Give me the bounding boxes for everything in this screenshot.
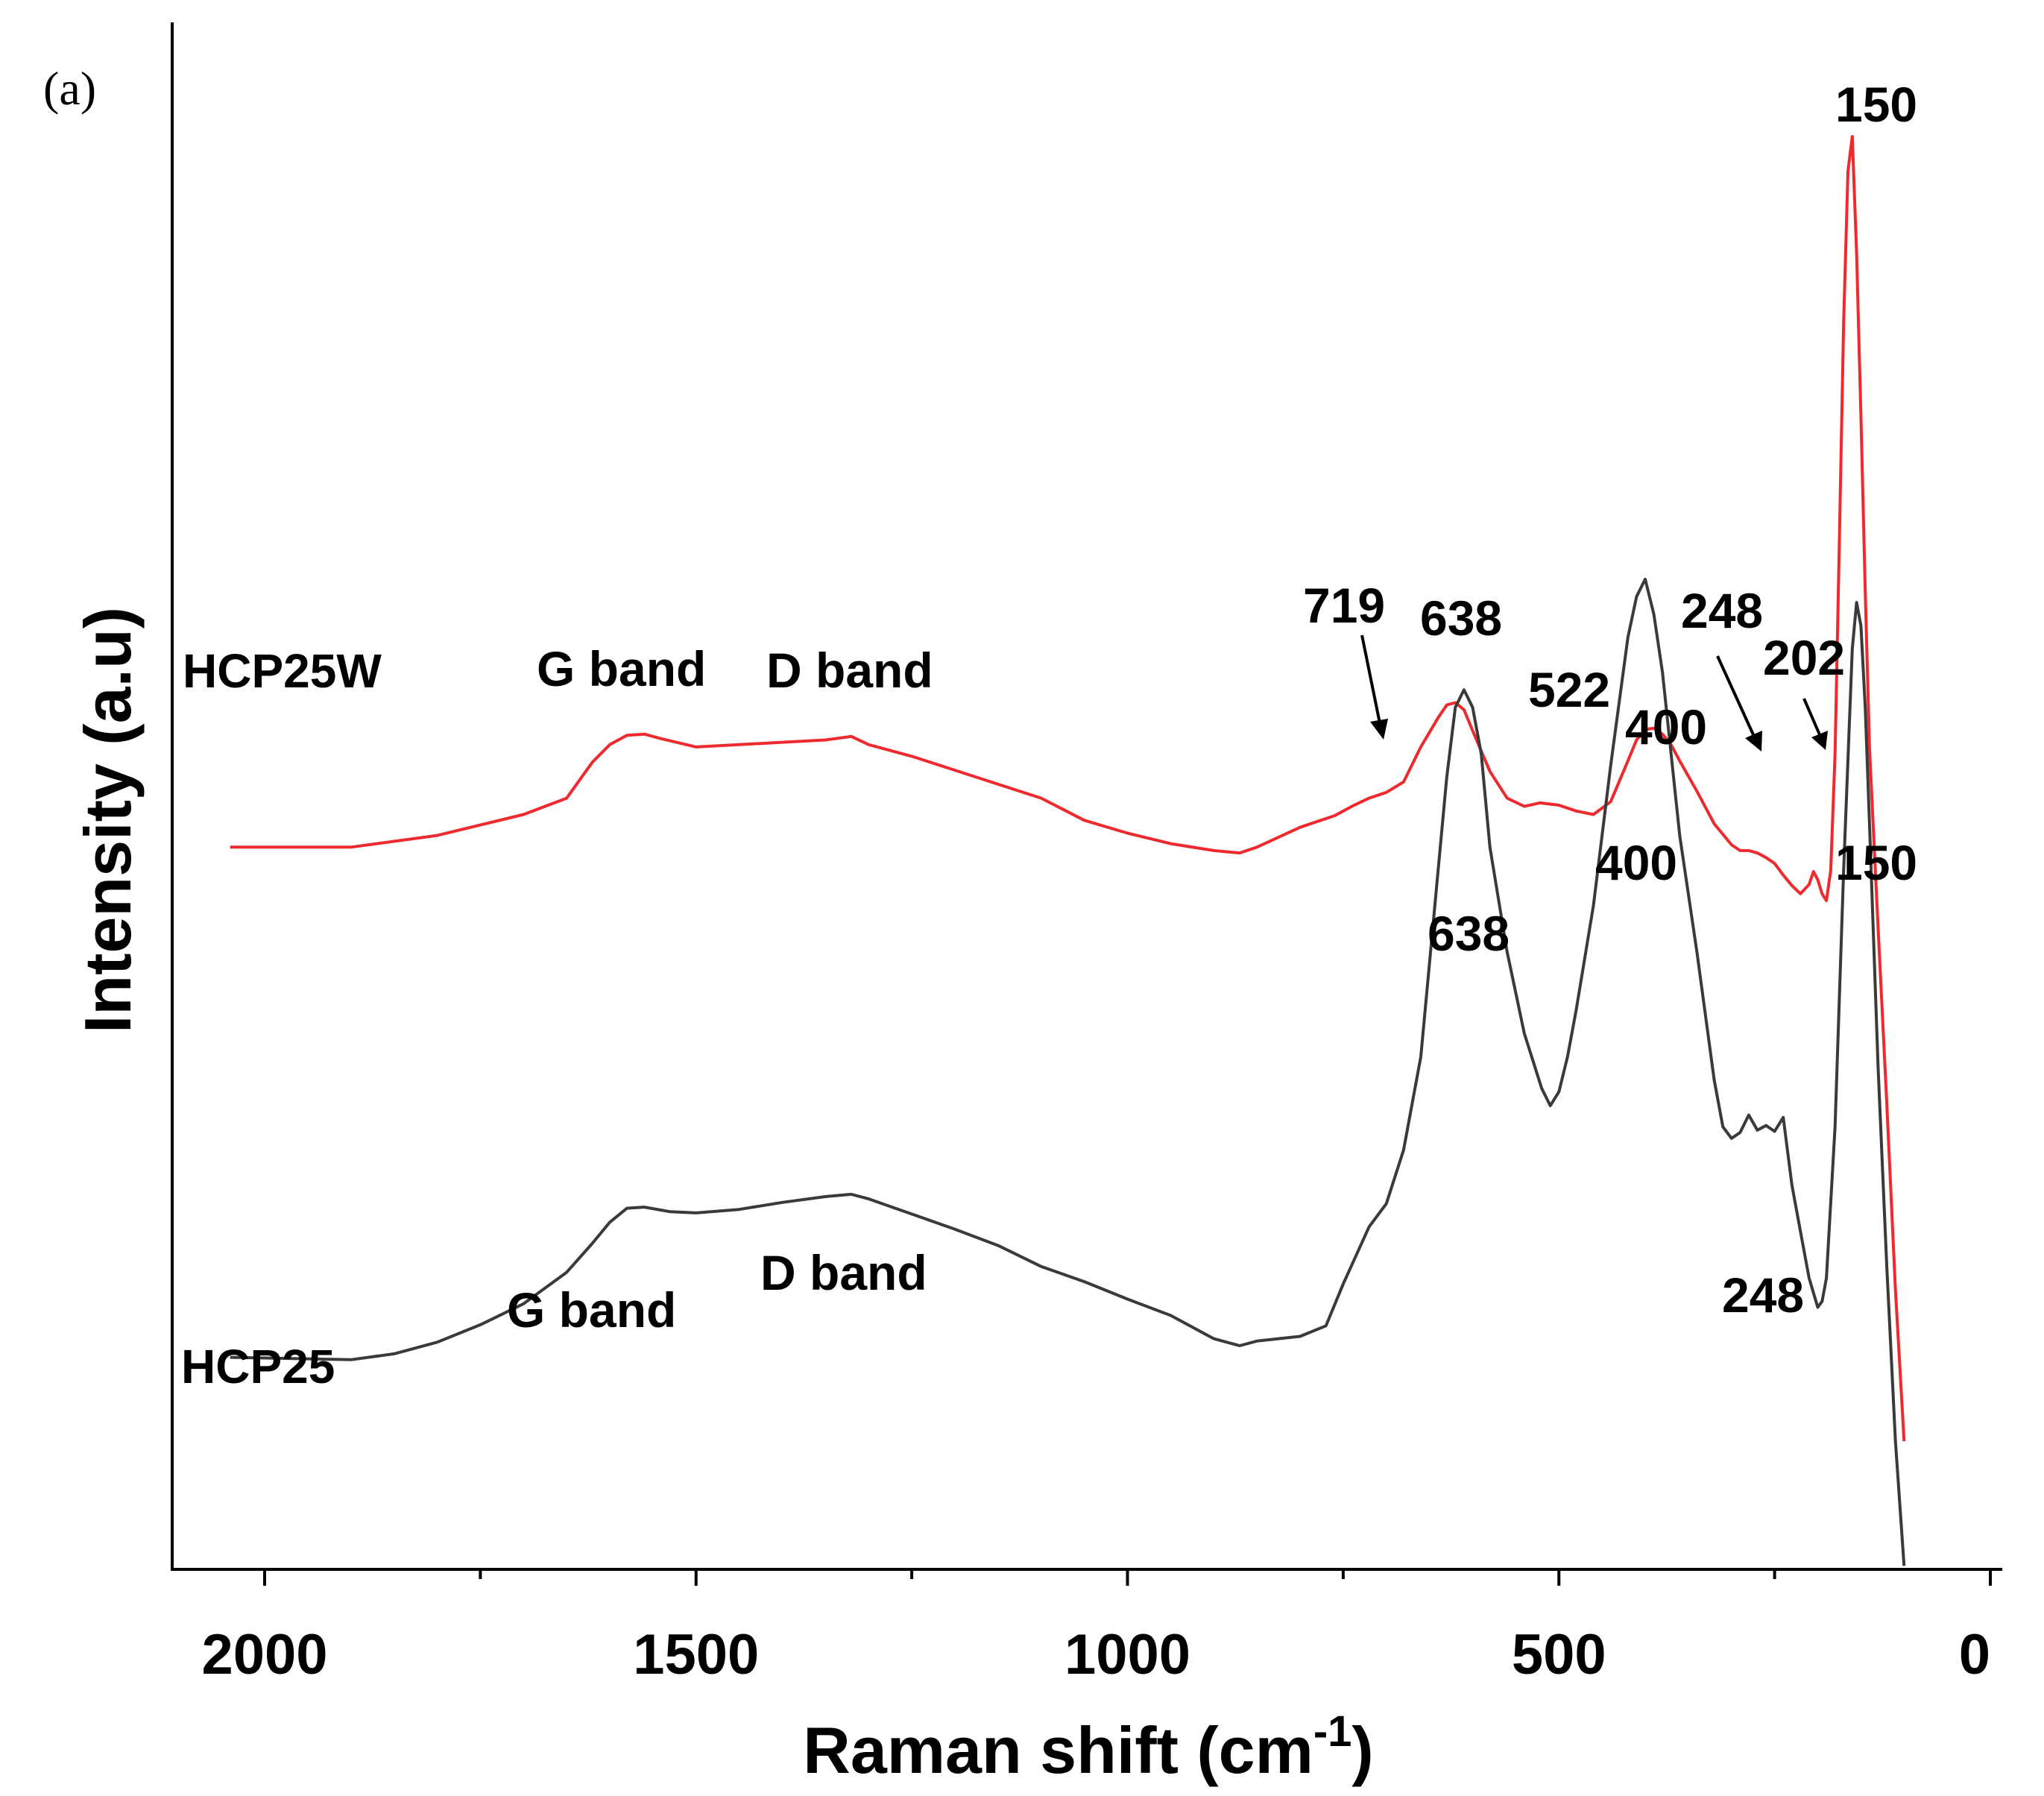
x-tick-labels: 2000 1500 1000 500 0 — [201, 1623, 1990, 1686]
x-ticks — [263, 1569, 1992, 1586]
x-tick-label: 1000 — [1064, 1623, 1190, 1686]
annotation-hcp25w-719: 719 — [1303, 578, 1385, 633]
series-line-hcp25w — [230, 135, 1906, 1442]
x-axis-title: Raman shift (cm-1) — [803, 1707, 1373, 1787]
arrow-248-line — [1716, 655, 1757, 740]
annotation-hcp25-248: 248 — [1722, 1267, 1804, 1323]
series-line-hcp25 — [230, 577, 1906, 1566]
annotation-hcp25-400: 400 — [1595, 835, 1677, 890]
annotation-hcp25w-522: 522 — [1528, 662, 1610, 717]
x-tick-label: 500 — [1512, 1623, 1606, 1686]
annotation-hcp25w-150: 150 — [1835, 77, 1917, 132]
annotation-hcp25w-638: 638 — [1420, 590, 1502, 646]
annotation-hcp25w-d-band: D band — [766, 643, 933, 698]
annotation-hcp25w-248: 248 — [1681, 583, 1763, 638]
annotation-hcp25w-400: 400 — [1625, 699, 1707, 754]
annotation-hcp25-638: 638 — [1428, 906, 1510, 961]
series-label-hcp25w: HCP25W — [183, 644, 382, 698]
x-axis-title-close: ) — [1351, 1713, 1373, 1787]
series-label-hcp25: HCP25 — [181, 1340, 335, 1393]
annotation-hcp25w-202: 202 — [1763, 630, 1845, 685]
annotation-hcp25-g-band: G band — [507, 1282, 676, 1337]
x-tick-label: 0 — [1959, 1623, 1990, 1686]
arrow-248-head-icon — [1745, 731, 1762, 752]
x-tick-label: 1500 — [633, 1623, 759, 1686]
panel-label: (a) — [43, 62, 96, 115]
arrow-202-line — [1802, 698, 1823, 739]
x-axis-title-superscript: -1 — [1313, 1707, 1352, 1756]
annotation-hcp25-150: 150 — [1835, 835, 1917, 890]
x-axis-title-main: Raman shift (cm — [803, 1713, 1313, 1787]
y-axis-title: Intensity (a.u) — [71, 607, 145, 1033]
arrow-719-line — [1360, 634, 1382, 728]
annotation-hcp25w-g-band: G band — [537, 641, 706, 696]
annotation-hcp25-d-band: D band — [760, 1245, 927, 1300]
arrow-202-head-icon — [1811, 731, 1828, 750]
x-tick-label: 2000 — [201, 1623, 327, 1686]
arrow-719-head-icon — [1370, 719, 1388, 740]
